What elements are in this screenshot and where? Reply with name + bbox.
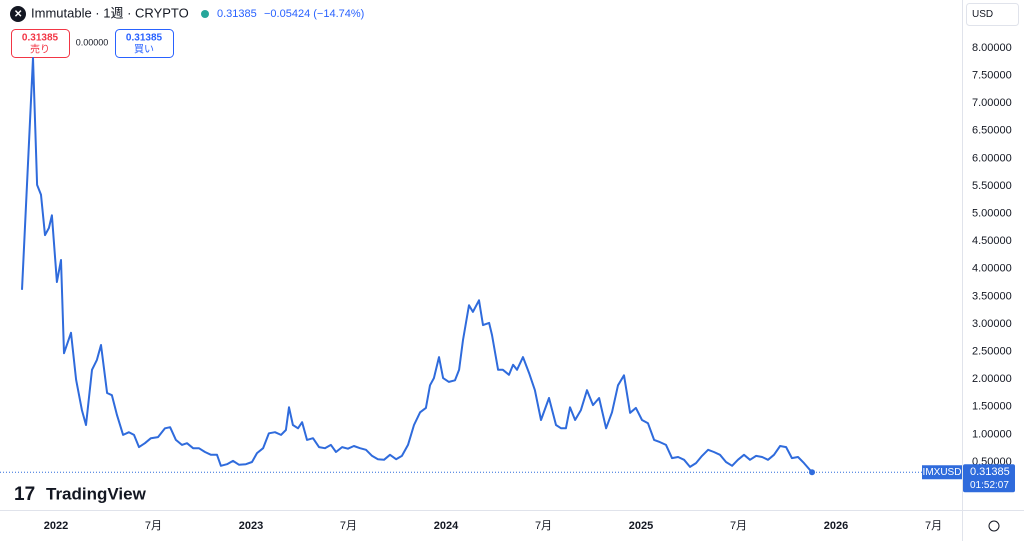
price-tag-label: 0.31385	[970, 466, 1010, 478]
settings-icon[interactable]	[988, 520, 1000, 532]
currency[interactable]: USD	[972, 9, 993, 20]
spread: 0.00000	[76, 37, 109, 47]
y-tick-label: 3.50000	[972, 290, 1012, 302]
status-dot	[201, 10, 209, 18]
x-tick-label: 2023	[239, 520, 263, 532]
symbol-logo	[10, 6, 26, 22]
logo-mark: ✕	[14, 9, 22, 20]
x-tick-label: 2022	[44, 520, 68, 532]
buy-button[interactable]	[115, 29, 174, 58]
symbol-tag	[922, 465, 962, 480]
price-tag	[963, 464, 1015, 493]
x-tick-label: 7月	[535, 520, 552, 532]
last-point	[809, 469, 816, 476]
y-tick-label: 3.00000	[972, 318, 1012, 330]
y-tick-label: 6.00000	[972, 152, 1012, 164]
currency-button[interactable]	[966, 3, 1019, 26]
y-tick-label: 4.50000	[972, 235, 1012, 247]
y-tick-label: 2.50000	[972, 345, 1012, 357]
y-tick-label: 5.50000	[972, 180, 1012, 192]
price-line	[21, 57, 813, 473]
y-tick-label: 2.00000	[972, 373, 1012, 385]
x-tick-label: 7月	[340, 520, 357, 532]
x-tick-label: 7月	[730, 520, 747, 532]
countdown: 01:52:07	[970, 480, 1009, 491]
buy-label[interactable]: 買い	[134, 44, 154, 56]
quote-price: 0.31385	[217, 8, 257, 20]
y-tick-label: 1.00000	[972, 428, 1012, 440]
x-tick-label: 2025	[629, 520, 653, 532]
quote-change: −0.05424 (−14.74%)	[264, 8, 364, 20]
tv-icon: 17	[14, 484, 35, 505]
y-tick-label: 6.50000	[972, 125, 1012, 137]
x-tick-label: 7月	[925, 520, 942, 532]
logo-text: TradingView	[46, 484, 147, 503]
y-tick-label: 1.50000	[972, 401, 1012, 413]
y-tick-label: 5.00000	[972, 208, 1012, 220]
sell-label[interactable]: 売り	[30, 43, 50, 56]
symbol-title: Immutable · 1週 · CRYPTO	[31, 5, 189, 20]
y-tick-label: 8.00000	[972, 42, 1012, 54]
y-tick-label: 4.00000	[972, 263, 1012, 275]
x-tick-label: 2026	[824, 520, 848, 532]
x-tick-label: 7月	[145, 520, 162, 532]
sell-button[interactable]	[11, 29, 70, 58]
sell-price[interactable]: 0.31385	[22, 33, 59, 44]
y-tick-label: 7.00000	[972, 97, 1012, 109]
buy-price[interactable]: 0.31385	[126, 33, 163, 44]
y-tick-label: 7.50000	[972, 70, 1012, 82]
x-tick-label: 2024	[434, 520, 459, 532]
symbol-tag-label: IMXUSD	[923, 467, 962, 478]
